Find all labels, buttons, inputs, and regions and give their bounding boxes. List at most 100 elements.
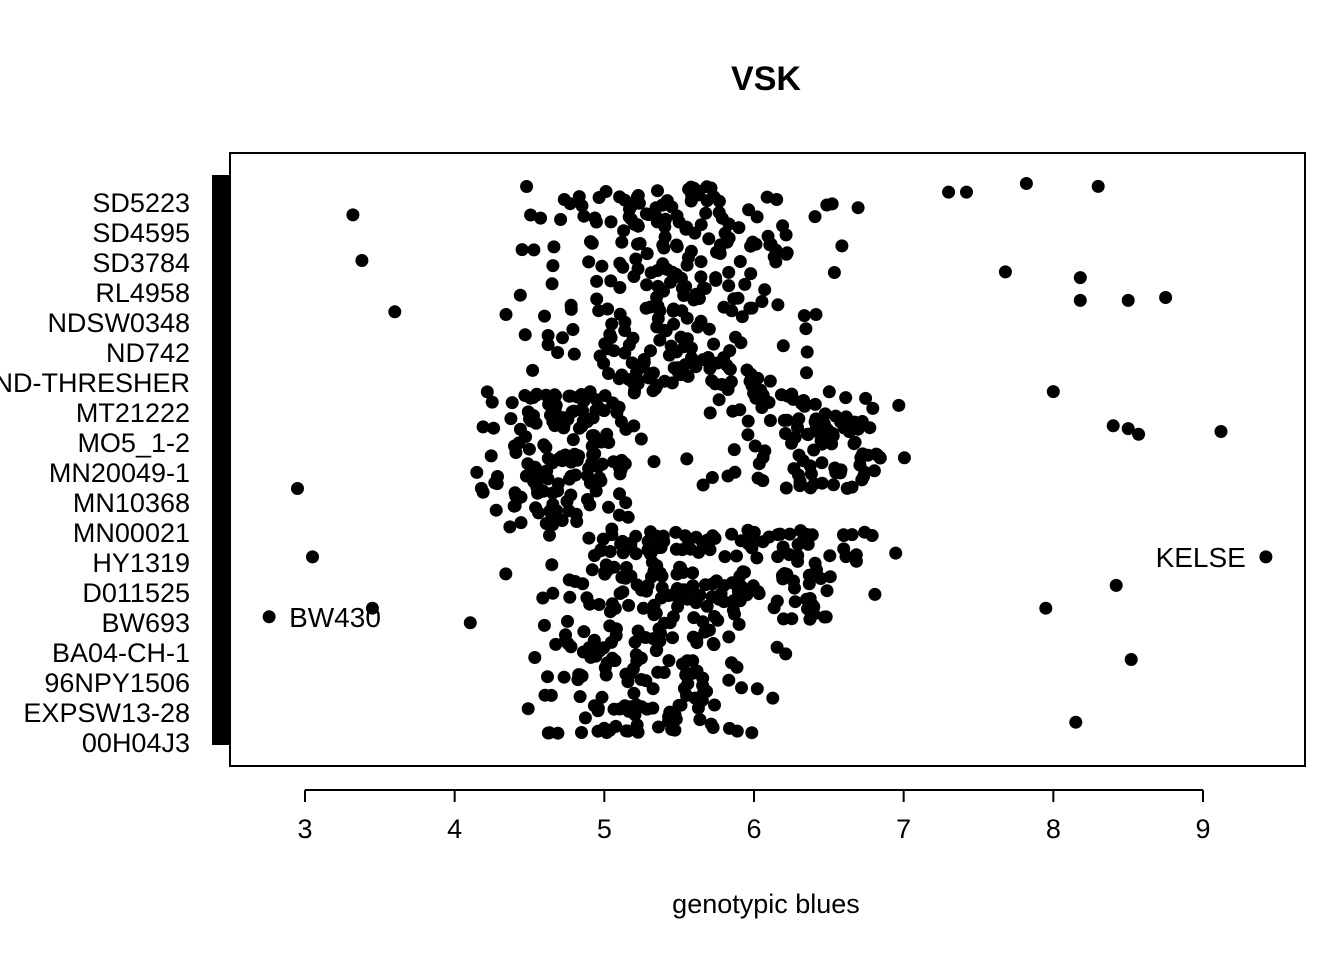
y-tick-label: D011525 (82, 578, 190, 608)
data-point (1091, 179, 1105, 193)
data-point (665, 200, 679, 214)
data-point (355, 254, 369, 267)
data-point (725, 656, 738, 670)
data-point (770, 640, 784, 654)
data-point (641, 578, 655, 592)
data-point (738, 565, 751, 579)
data-point (388, 305, 402, 319)
data-point (555, 514, 569, 527)
data-point (776, 339, 790, 353)
data-point (751, 585, 765, 599)
data-point (541, 338, 555, 352)
data-point (634, 651, 648, 665)
x-tick-label: 9 (1195, 814, 1210, 844)
data-point (712, 194, 726, 208)
data-point (799, 322, 813, 336)
data-point (563, 197, 577, 211)
data-point (584, 235, 597, 249)
data-point (594, 544, 608, 558)
data-point (546, 259, 560, 273)
data-point (604, 635, 618, 649)
data-point (670, 238, 683, 252)
data-point (666, 631, 679, 645)
data-point (707, 610, 721, 623)
data-point (476, 420, 490, 434)
data-point (546, 586, 560, 600)
data-point (827, 266, 841, 279)
data-point (538, 309, 551, 323)
y-axis-bar (212, 175, 229, 745)
data-point (732, 583, 746, 597)
data-point (1259, 550, 1273, 564)
data-point (564, 455, 578, 469)
data-point (859, 391, 873, 405)
data-point (600, 656, 614, 670)
data-point (706, 637, 720, 650)
data-point (823, 549, 837, 563)
data-point (829, 409, 843, 423)
data-point (680, 311, 694, 325)
data-point (577, 209, 591, 223)
data-point (591, 724, 605, 738)
data-point (634, 673, 648, 686)
data-point (1106, 419, 1120, 433)
data-point (489, 503, 503, 517)
data-point (514, 516, 528, 530)
data-point (616, 585, 630, 599)
data-point (629, 252, 643, 266)
data-point (960, 185, 973, 199)
data-point (581, 469, 594, 483)
data-point (582, 531, 596, 545)
data-point (522, 442, 536, 456)
data-point (749, 237, 763, 251)
data-point (527, 475, 541, 489)
data-point (662, 348, 676, 362)
data-point (723, 362, 737, 376)
data-point (507, 499, 521, 513)
data-point (718, 550, 732, 564)
data-point (705, 471, 719, 484)
data-point (543, 528, 556, 542)
data-point (791, 549, 805, 562)
data-point (889, 546, 903, 560)
data-point (712, 393, 726, 407)
data-point (833, 466, 847, 480)
data-point (837, 542, 851, 556)
data-point (703, 543, 717, 557)
data-point (650, 529, 664, 543)
data-point (745, 726, 759, 740)
y-tick-label: SD5223 (92, 188, 190, 218)
data-point (748, 439, 762, 453)
data-point (732, 617, 746, 631)
data-point (709, 271, 723, 285)
data-point (621, 724, 635, 738)
point-annotation: BW430 (289, 602, 381, 633)
data-point (769, 243, 783, 257)
data-point (640, 278, 654, 292)
data-point (600, 427, 614, 441)
data-point (597, 356, 611, 370)
y-tick-label: SD4595 (92, 218, 190, 248)
data-point (722, 673, 736, 687)
data-point (617, 224, 631, 238)
data-point (873, 450, 886, 464)
data-point (596, 532, 610, 546)
data-point (866, 401, 880, 415)
data-point (647, 455, 661, 469)
data-point (616, 260, 630, 274)
data-point (688, 691, 702, 705)
data-point (549, 637, 563, 651)
data-point (722, 279, 736, 293)
data-point (520, 180, 534, 193)
data-point (538, 688, 552, 702)
data-point (777, 567, 791, 581)
data-point (758, 444, 772, 458)
data-point (763, 374, 777, 388)
data-point (897, 451, 911, 465)
data-point (642, 371, 656, 385)
data-point (580, 413, 594, 427)
data-point (721, 469, 735, 483)
data-point (539, 440, 553, 454)
data-point (1073, 293, 1087, 307)
data-point (648, 208, 662, 222)
